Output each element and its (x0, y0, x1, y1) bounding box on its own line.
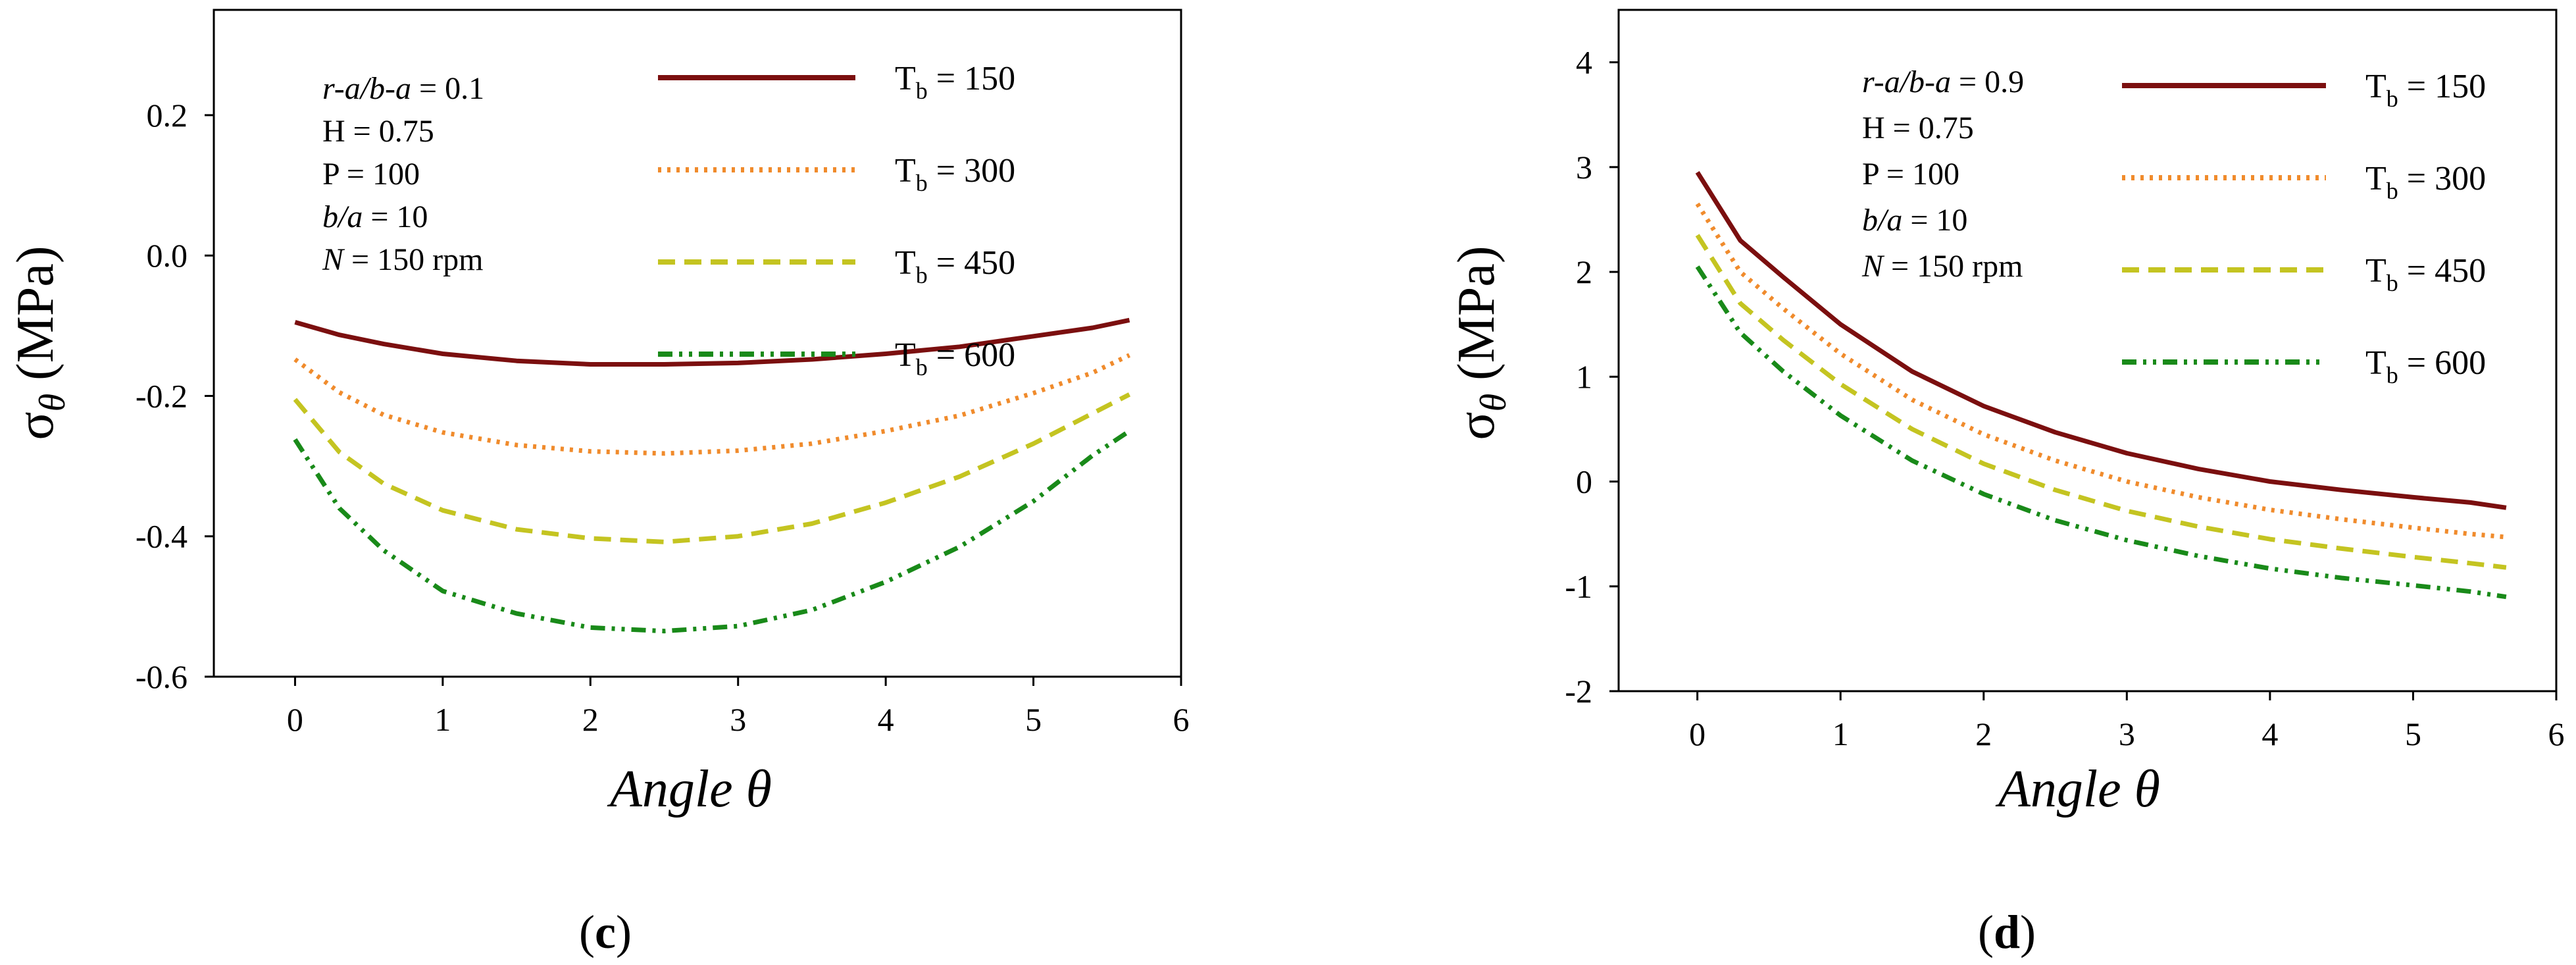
x-tick-label: 5 (1025, 701, 1042, 738)
series-line-Tb-150 (294, 317, 1130, 367)
legend-entry: Tb = 150 (895, 60, 1015, 104)
x-tick-label: 1 (1832, 716, 1849, 752)
legend-entry: Tb = 600 (2365, 344, 2486, 388)
x-tick-label: 4 (2261, 716, 2278, 752)
chart-panel-c: 0 1 2 3 4 5 6 0.2 0.0 -0.2 -0.4 -0.6 Tb = 150 Tb = 30… (7, 9, 1190, 958)
legend-entry: Tb = 450 (895, 244, 1015, 288)
y-tick-label: 2 (1576, 253, 1592, 290)
x-tick-label: 2 (1975, 716, 1992, 752)
parameter-annotation: b/a = 10 (322, 199, 428, 234)
x-tick-label: 6 (1173, 701, 1190, 738)
parameter-annotation: N = 150 rpm (1861, 249, 2023, 284)
y-tick-label: -0.4 (136, 518, 188, 555)
parameter-annotation: P = 100 (322, 157, 420, 192)
parameter-annotation: P = 100 (1862, 157, 1959, 192)
parameter-annotation: r-a/b-a = 0.1 (322, 71, 484, 106)
plot-frame (1617, 9, 2558, 692)
legend-entry: Tb = 150 (2365, 68, 2486, 112)
y-tick-label: -0.6 (136, 658, 188, 695)
y-tick-label: 3 (1576, 149, 1592, 186)
y-tick-label: -0.2 (136, 377, 188, 414)
x-tick-label: 2 (582, 701, 599, 738)
x-tick-label: 5 (2405, 716, 2421, 752)
legend-entry: Tb = 450 (2365, 252, 2486, 296)
series-line-Tb-600 (1695, 265, 2507, 600)
legend-entry: Tb = 300 (895, 152, 1015, 196)
parameter-annotation: r-a/b-a = 0.9 (1862, 65, 2024, 99)
x-axis-label: Angle θ (607, 760, 772, 818)
series-line-Tb-300 (1695, 202, 2507, 540)
y-tick-label: 0.2 (147, 97, 188, 134)
y-tick-label: -1 (1565, 568, 1592, 605)
x-tick-label: 4 (878, 701, 894, 738)
y-tick-label: 1 (1576, 358, 1592, 395)
y-axis-label: σθ (MPa) (1448, 246, 1514, 440)
series-line-Tb-150 (1695, 170, 2507, 510)
y-axis-label: σθ (MPa) (7, 246, 73, 440)
series-line-Tb-300 (293, 353, 1131, 456)
x-tick-label: 0 (1689, 716, 1705, 752)
parameter-annotation: N = 150 rpm (322, 242, 483, 277)
panel-label: (c) (579, 906, 632, 958)
chart-panel-d: 0 1 2 3 4 5 6 4 3 2 1 0 -1 -2 Tb = 150 Tb = 300 Tb = 450… (1448, 9, 2565, 958)
plot-frame (213, 9, 1182, 678)
legend-entry: Tb = 300 (2365, 160, 2486, 204)
y-tick-label: 4 (1576, 44, 1592, 81)
parameter-annotation: H = 0.75 (322, 114, 434, 149)
panel-label: (d) (1978, 906, 2036, 958)
series-line-Tb-450 (293, 392, 1131, 544)
x-axis-label: Angle θ (1995, 760, 2160, 818)
y-tick-label: 0 (1576, 463, 1592, 500)
y-tick-label: 0.0 (147, 237, 188, 274)
x-tick-label: 6 (2548, 716, 2565, 752)
parameter-annotation: b/a = 10 (1862, 203, 1967, 238)
series-line-Tb-450 (1695, 234, 2507, 570)
x-tick-label: 0 (287, 701, 303, 738)
series-line-Tb-600 (293, 429, 1131, 634)
x-tick-label: 3 (730, 701, 746, 738)
parameter-annotation: H = 0.75 (1862, 111, 1974, 145)
x-tick-label: 3 (2119, 716, 2135, 752)
y-tick-label: -2 (1565, 673, 1592, 710)
legend-entry: Tb = 600 (895, 336, 1015, 380)
x-tick-label: 1 (434, 701, 451, 738)
